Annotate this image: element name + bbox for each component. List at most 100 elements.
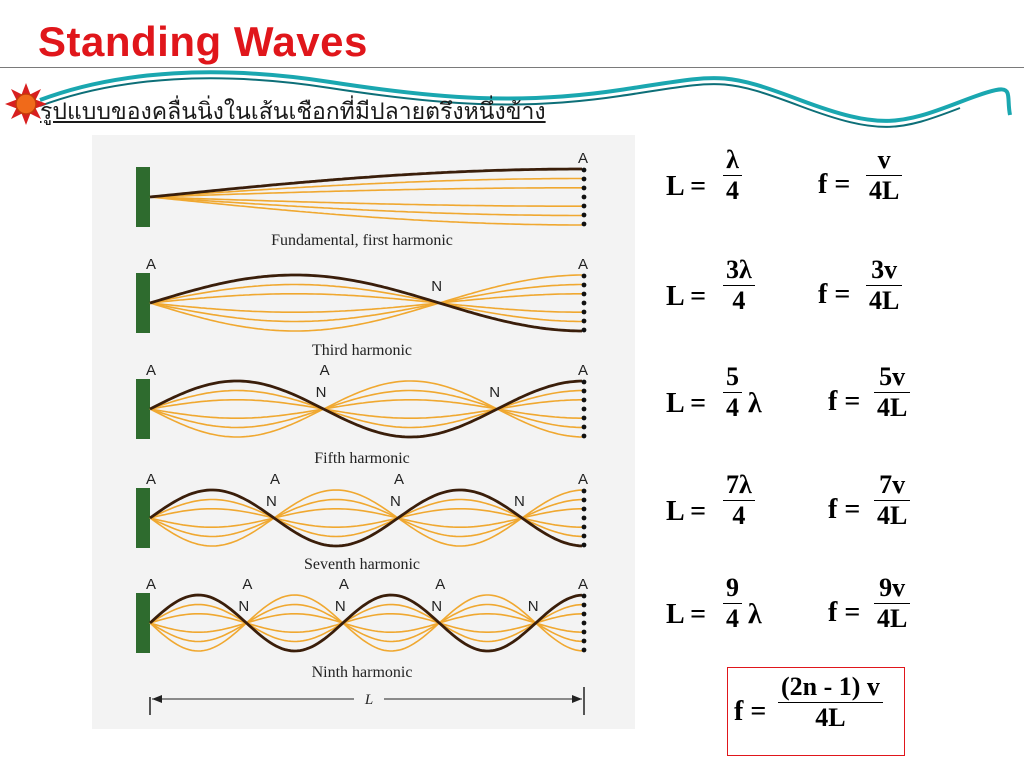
node-label: N: [431, 598, 442, 615]
frequency-numerator: v: [877, 145, 891, 174]
string-envelope: [149, 196, 582, 217]
free-end-dot: [581, 282, 587, 288]
free-end-dot: [581, 497, 587, 503]
length-denominator: 4: [723, 392, 742, 423]
free-end-dot: [581, 433, 587, 439]
general-denominator: 4L: [778, 702, 883, 733]
length-eq-lhs: L =: [666, 599, 707, 630]
frequency-numerator: 3v: [871, 255, 898, 284]
free-end-dot: [581, 638, 587, 644]
free-end-dot: [581, 379, 587, 385]
string-envelope: [149, 283, 582, 323]
general-formula-box: f = (2n - 1) v 4L: [727, 667, 905, 756]
length-eq-lhs: L =: [666, 388, 707, 419]
string-envelope: [149, 603, 583, 643]
harmonic-caption: Fundamental, first harmonic: [271, 232, 453, 249]
string-snapshot: [149, 488, 583, 548]
frequency-denominator: 4L: [874, 392, 911, 423]
sun-icon: [5, 83, 47, 125]
free-end-dot: [581, 194, 587, 200]
free-end-dot: [581, 273, 587, 279]
frequency-denominator: 4L: [866, 285, 903, 316]
string-envelope: [149, 389, 583, 429]
standing-wave-diagram: A Fundamental, first harmonic A N A Third har…: [92, 135, 635, 729]
length-numerator: λ: [726, 145, 739, 174]
string-snapshot: [149, 379, 583, 439]
harmonic-caption: Seventh harmonic: [304, 556, 420, 573]
free-end-dot: [581, 524, 587, 530]
string-envelope: [149, 498, 583, 538]
string-envelope: [149, 603, 583, 643]
harmonic-caption: Fifth harmonic: [314, 450, 410, 467]
length-denominator: 4: [723, 603, 742, 634]
free-end-dot: [581, 424, 587, 430]
frequency-eq-lhs: f =: [828, 386, 861, 417]
length-numerator: 9: [726, 573, 739, 602]
string-envelope: [149, 594, 583, 652]
harmonic-caption: Third harmonic: [312, 342, 412, 359]
fixed-wall: [136, 488, 150, 548]
free-end-dot: [581, 300, 587, 306]
frequency-eq-lhs: f =: [828, 597, 861, 628]
length-numerator: 5: [726, 362, 739, 391]
antinode-label: A: [578, 576, 588, 593]
length-fraction: 7λ 4: [723, 470, 755, 531]
free-end-dot: [581, 647, 587, 653]
free-end-dot: [581, 318, 587, 324]
antinode-label: A: [146, 471, 156, 488]
string-envelope: [149, 489, 583, 547]
node-label: N: [431, 278, 442, 295]
general-fraction: (2n - 1) v 4L: [778, 672, 883, 733]
antinode-label: A: [146, 576, 156, 593]
antinode-label: A: [578, 256, 588, 273]
antinode-label: A: [242, 576, 252, 593]
length-numerator: 3λ: [726, 255, 752, 284]
general-lhs: f =: [734, 696, 767, 727]
free-end-dot: [581, 221, 587, 227]
fixed-wall: [136, 593, 150, 653]
string-envelope: [149, 187, 582, 198]
antinode-label: A: [270, 471, 280, 488]
string-envelope: [149, 293, 582, 313]
free-end-dot: [581, 406, 587, 412]
free-end-dot: [581, 291, 587, 297]
length-label: L: [364, 692, 373, 708]
node-label: N: [528, 598, 539, 615]
length-suffix: λ: [748, 388, 762, 419]
dimension-arrow-left: [152, 695, 162, 703]
free-end-dot: [581, 167, 587, 173]
string-envelope: [149, 177, 582, 198]
node-label: N: [514, 493, 525, 510]
free-end-dot: [581, 542, 587, 548]
free-end-dot: [581, 185, 587, 191]
antinode-label: A: [146, 362, 156, 379]
frequency-fraction: 5v 4L: [874, 362, 911, 423]
free-end-dot: [581, 629, 587, 635]
string-envelope: [149, 508, 582, 528]
string-envelope: [149, 389, 583, 429]
node-label: N: [390, 493, 401, 510]
slide-subtitle: รูปแบบของคลื่นนิ่งในเส้นเชือกที่มีปลายตร…: [40, 99, 546, 125]
string-envelope: [149, 380, 583, 438]
length-fraction: 3λ 4: [723, 255, 755, 316]
frequency-fraction: v 4L: [866, 145, 903, 206]
length-eq-lhs: L =: [666, 281, 707, 312]
node-label: N: [316, 384, 327, 401]
antinode-label: A: [578, 471, 588, 488]
free-end-dot: [581, 611, 587, 617]
free-end-dot: [581, 506, 587, 512]
antinode-label: A: [578, 362, 588, 379]
frequency-eq-lhs: f =: [818, 169, 851, 200]
string-snapshot: [149, 167, 582, 199]
frequency-denominator: 4L: [874, 500, 911, 531]
string-envelope: [149, 399, 582, 419]
free-end-dot: [581, 602, 587, 608]
antinode-label: A: [435, 576, 445, 593]
string-envelope: [149, 613, 583, 633]
fixed-wall: [136, 167, 150, 227]
harmonic-caption: Ninth harmonic: [312, 664, 413, 681]
antinode-label: A: [394, 471, 404, 488]
antinode-label: A: [146, 256, 156, 273]
general-numerator: (2n - 1) v: [781, 672, 880, 701]
